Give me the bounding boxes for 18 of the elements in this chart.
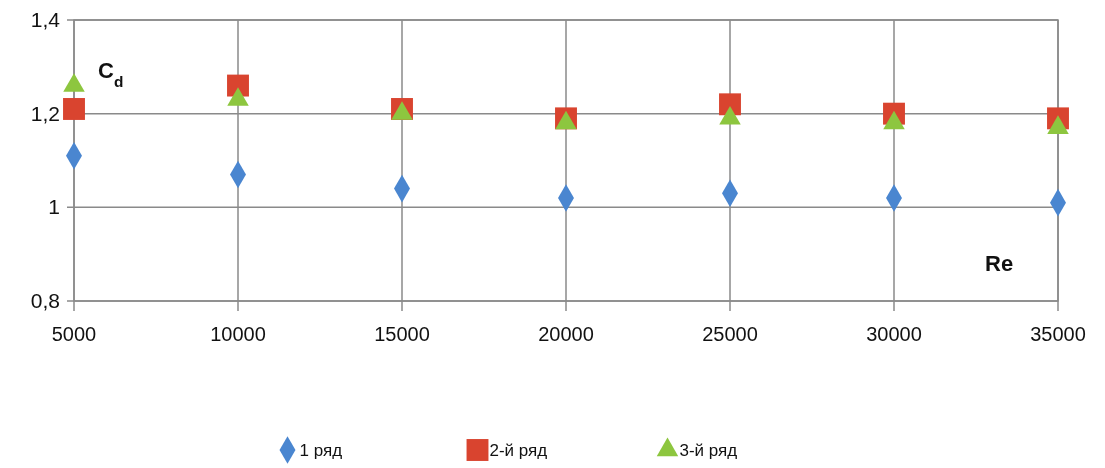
legend-label: 3-й ряд [679,441,738,460]
legend-label: 1 ряд [299,441,343,460]
y-tick-label: 1,4 [30,8,61,31]
point [719,93,741,116]
x-tick-label: 15000 [374,323,430,345]
legend-label: 2-й ряд [489,441,548,460]
y-tick-label: 0,8 [30,289,60,312]
y-axis-title: C$_{d}$ [98,58,124,90]
x-tick-label: 20000 [538,323,594,345]
x-axis-title: Re [985,251,1014,276]
x-tick-label: 25000 [702,323,758,345]
x-tick-label: 35000 [1030,323,1086,345]
y-tick-label: 1 [48,195,60,219]
y-tick-label: 1,2 [30,101,60,125]
point [63,98,85,120]
x-tick-label: 30000 [866,323,922,345]
x-tick-label: 10000 [210,323,266,345]
x-tick-label: 5000 [51,323,97,345]
